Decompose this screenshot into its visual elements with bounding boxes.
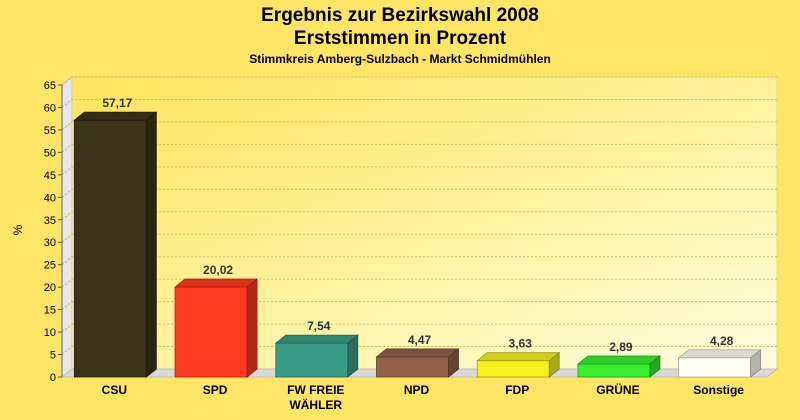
bar-value-label: 4,47 <box>408 333 432 347</box>
bar-side[interactable] <box>448 348 459 378</box>
bar-top[interactable] <box>576 355 662 365</box>
x-category-label: CSU <box>102 383 127 397</box>
x-category-label-line: WÄHLER <box>289 397 342 412</box>
gridline <box>61 301 777 311</box>
gridline <box>61 323 777 333</box>
bar-side[interactable] <box>548 351 560 378</box>
bar-side[interactable] <box>750 348 762 378</box>
y-tick-label: 10 <box>44 327 56 339</box>
gridline <box>61 211 777 221</box>
bar-7[interactable] <box>677 348 762 378</box>
bar-front[interactable] <box>476 360 550 378</box>
plot-side-wall <box>61 75 73 379</box>
chart-title-line2: Erststimmen in Prozent <box>293 28 507 49</box>
bar-front[interactable] <box>577 363 651 378</box>
x-category-label: Sonstige <box>693 383 744 397</box>
gridline <box>61 188 777 198</box>
bar-top[interactable] <box>173 278 259 288</box>
x-category-label-line: GRÜNE <box>596 382 639 397</box>
y-tick-label: 65 <box>44 80 56 92</box>
gridline <box>61 166 777 176</box>
y-tick-label: 50 <box>44 147 56 159</box>
y-tick-label: 5 <box>50 350 56 362</box>
bar-top[interactable] <box>274 334 359 344</box>
bar-1[interactable] <box>73 111 158 378</box>
gridline <box>61 76 777 86</box>
x-category-label-line: NPD <box>404 383 430 397</box>
y-tick-label: 45 <box>44 170 56 182</box>
chart-subtitle: Stimmkreis Amberg-Sulzbach - Markt Schmi… <box>249 52 551 66</box>
bar-2[interactable] <box>173 278 259 378</box>
bar-top[interactable] <box>677 349 762 359</box>
x-category-label: SPD <box>203 383 228 397</box>
bar-side[interactable] <box>649 355 661 378</box>
bar-top[interactable] <box>476 352 561 362</box>
bar-front[interactable] <box>174 286 248 378</box>
bar-side[interactable] <box>347 334 359 378</box>
bar-value-label: 57,17 <box>102 96 132 110</box>
x-category-label: FW FREIE WÄHLER <box>287 383 344 412</box>
chart-title-block: Ergebnis zur Bezirkswahl 2008 Erststimme… <box>0 4 800 67</box>
x-category-label-line: CSU <box>102 383 127 397</box>
y-tick-label: 0 <box>50 372 56 384</box>
y-tick-label: 35 <box>44 215 56 227</box>
bar-4[interactable] <box>375 348 460 378</box>
bar-top[interactable] <box>73 111 158 121</box>
bar-value-label: 4,28 <box>710 334 734 348</box>
bar-6[interactable] <box>576 355 662 378</box>
bar-3[interactable] <box>274 334 359 378</box>
gridline <box>61 143 777 153</box>
bar-side[interactable] <box>246 278 258 378</box>
gridline <box>61 346 777 355</box>
chart-title: Ergebnis zur Bezirkswahl 2008 <box>261 5 539 26</box>
x-category-label-line: FDP <box>505 383 529 397</box>
y-tick-label: 40 <box>44 192 56 204</box>
x-category-label-line: Sonstige <box>693 383 744 397</box>
bar-5[interactable] <box>476 351 561 378</box>
bar-top[interactable] <box>375 348 460 358</box>
x-category-label: NPD <box>404 383 430 397</box>
bar-front[interactable] <box>678 357 752 378</box>
bar-value-label: 7,54 <box>307 319 331 333</box>
bar-front[interactable] <box>376 356 449 378</box>
bar-front[interactable] <box>73 119 147 378</box>
gridline <box>61 256 777 266</box>
x-category-label-line: FW FREIE <box>287 383 344 397</box>
y-tick-label: 25 <box>44 260 56 272</box>
x-category-label-line: SPD <box>203 383 228 397</box>
gridline <box>61 278 777 288</box>
bar-value-label: 20,02 <box>203 263 233 277</box>
bar-value-label: 3,63 <box>509 337 533 351</box>
y-tick-label: 30 <box>44 237 56 249</box>
bar-front[interactable] <box>275 342 349 378</box>
gridline <box>61 233 777 243</box>
y-tick-label: 55 <box>44 125 56 137</box>
y-tick-label: 15 <box>44 305 56 317</box>
bar-value-label: 2,89 <box>609 340 633 354</box>
x-category-label: FDP <box>505 383 529 397</box>
x-category-label: GRÜNE <box>596 382 639 397</box>
bar-side[interactable] <box>145 111 157 378</box>
gridline <box>61 98 777 108</box>
y-tick-label: 60 <box>44 102 56 114</box>
y-tick-label: 20 <box>44 282 56 294</box>
y-axis-label: % <box>11 224 25 235</box>
gridline <box>61 121 777 131</box>
